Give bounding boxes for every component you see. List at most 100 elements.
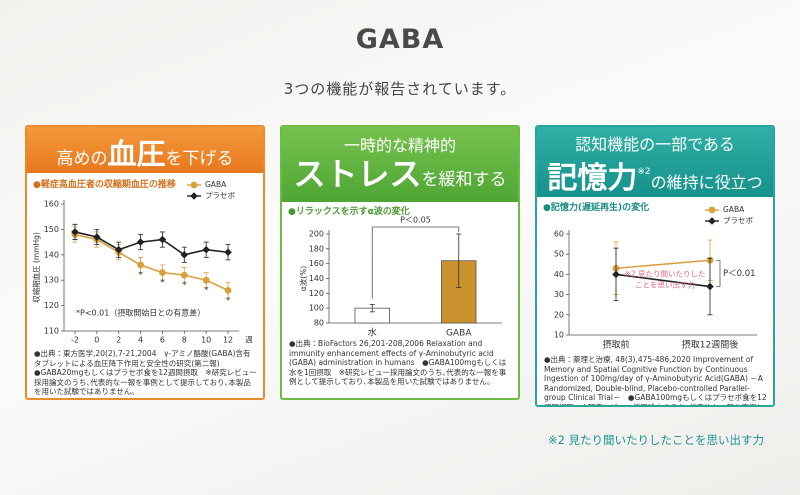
x-tick-label: 6 xyxy=(160,336,165,345)
x-tick-label: 4 xyxy=(138,336,143,345)
chart-note: *P<0.01（摂取開始日との有意差） xyxy=(76,308,205,318)
chart-note: ことを思い出す力 xyxy=(635,280,695,290)
page-title: GABA xyxy=(355,24,445,55)
legend-label: プラセボ xyxy=(723,216,753,225)
x-tick-label: 12 xyxy=(223,336,233,345)
heading-line: 高めの血圧を下げる xyxy=(27,127,263,173)
y-tick-label: 200 xyxy=(309,230,324,239)
x-tick-label: 10 xyxy=(201,336,211,345)
y-tick-label: 20 xyxy=(554,310,564,319)
significance-bracket xyxy=(371,226,460,299)
heading-text: 認知機能の一部である xyxy=(575,135,735,154)
y-tick-label: 40 xyxy=(554,270,564,279)
legend-label: プラセボ xyxy=(205,191,235,200)
point xyxy=(202,245,210,254)
y-tick-label: 120 xyxy=(44,301,59,310)
heading-emphasis: 記憶力 xyxy=(547,161,638,196)
point xyxy=(158,235,167,244)
x-tick-label: 8 xyxy=(182,336,187,345)
card: 認知機能の一部である 記憶力※2の維持に役立つ ●記憶力(遅延再生)の変化 10… xyxy=(535,125,775,407)
chart: 80 100 120 140 160 180 200 α波(%) 水 GABA P＜0.05 xyxy=(298,216,502,339)
y-tick-label: 180 xyxy=(309,244,324,253)
chart-subtitle: ●リラックスを示すα波の変化 xyxy=(288,207,410,217)
heading-text: 高めの xyxy=(56,149,108,169)
chart: 110 120 130 140 150 160 収縮期血圧 (mmHg) -2 0 2 4 6 8 10 1… xyxy=(31,180,253,345)
source: ●出典：薬理と治療, 48(3),475-486,2020 Improvemen… xyxy=(544,355,767,405)
page-subtitle: 3つの機能が報告されています。 xyxy=(283,80,517,98)
point xyxy=(612,270,620,279)
y-tick-label: 30 xyxy=(554,290,564,299)
y-tick-label: 10 xyxy=(554,331,564,340)
significance-label: * xyxy=(204,286,208,295)
heading-line: 記憶力※2の維持に役立つ xyxy=(537,155,773,200)
y-tick-label: 140 xyxy=(309,274,324,283)
y-tick-label: 160 xyxy=(309,259,324,268)
heading-line: 認知機能の一部である xyxy=(537,127,773,155)
significance-label: * xyxy=(182,281,186,290)
x-tick-label: GABA xyxy=(446,329,472,339)
point xyxy=(136,238,145,246)
y-tick-label: 80 xyxy=(314,319,324,328)
significance-label: * xyxy=(160,278,164,287)
significance-label: * xyxy=(139,270,143,279)
y-tick-label: 50 xyxy=(554,250,564,259)
y-tick-label: 100 xyxy=(309,304,324,313)
annotation: P＜0.01 xyxy=(723,269,756,279)
heading-text: の維持に役立つ xyxy=(650,173,763,192)
x-tick-label: 水 xyxy=(368,327,377,339)
y-tick-label: 130 xyxy=(44,276,59,285)
card-header: 一時的な精神的 ストレスを緩和する xyxy=(282,127,518,202)
x-axis-label: 週 xyxy=(245,334,253,344)
card-header: 高めの血圧を下げる xyxy=(27,127,263,173)
x-tick-label: 2 xyxy=(116,336,121,345)
source: ●出典：東方医学,20(2),7-21,2004 γ-アミノ酪酸(GABA)含有… xyxy=(34,349,257,397)
x-tick-label: 摂取前 xyxy=(602,339,629,351)
point xyxy=(137,261,144,269)
y-tick-label: 160 xyxy=(44,200,59,209)
chart-subtitle: ●記憶力(遅延再生)の変化 xyxy=(543,203,650,213)
point xyxy=(202,276,210,284)
point xyxy=(71,228,79,236)
y-tick-label: 150 xyxy=(44,225,59,234)
point xyxy=(706,282,714,291)
point xyxy=(180,271,188,279)
series-line xyxy=(615,273,711,288)
point xyxy=(224,248,232,257)
y-axis-label: α波(%) xyxy=(298,266,308,291)
point xyxy=(224,286,232,294)
heading-text: を下げる xyxy=(165,149,234,169)
heading-emphasis: 血圧 xyxy=(107,137,166,171)
significance-label: * xyxy=(226,296,230,305)
x-tick-label: 0 xyxy=(94,336,99,345)
chart-subtitle: ●軽症高血圧者の収縮期血圧の推移 xyxy=(33,180,176,190)
heading-text: を緩和する xyxy=(421,170,507,190)
legend-marker xyxy=(190,181,198,189)
heading-emphasis: ストレス xyxy=(293,155,422,193)
legend-label: GABA xyxy=(205,180,227,189)
chart-note: ※2 見たり聞いたりした xyxy=(625,270,706,279)
x-tick-label: 摂取12週間後 xyxy=(682,339,738,351)
card: 一時的な精神的 ストレスを緩和する ●リラックスを示すα波の変化 80 100 12… xyxy=(280,125,520,400)
chart: 10 20 30 40 50 60 摂取前 摂取12週間後 GABA プラセボ P＜0.01 ※2 見… xyxy=(554,205,757,351)
y-tick-label: 120 xyxy=(309,289,324,298)
heading-text: 一時的な精神的 xyxy=(343,136,456,155)
x-tick-label: -2 xyxy=(71,336,79,345)
heading-line: 一時的な精神的 xyxy=(282,127,518,156)
series-line xyxy=(74,231,229,256)
card-header: 認知機能の一部である 記憶力※2の維持に役立つ xyxy=(537,127,773,197)
legend-marker xyxy=(190,192,198,200)
y-tick-label: 140 xyxy=(44,250,59,259)
annotation: P＜0.05 xyxy=(400,216,431,225)
heading-line: ストレスを緩和する xyxy=(282,156,518,198)
series-line xyxy=(74,233,229,292)
series-line xyxy=(615,259,711,270)
y-tick-label: 60 xyxy=(554,230,564,239)
point xyxy=(159,269,166,276)
point xyxy=(114,245,123,254)
legend-marker xyxy=(708,206,716,214)
y-tick-label: 110 xyxy=(44,327,59,336)
source: ●出典：BioFactors 26,201-208,2006 Relaxatio… xyxy=(289,339,507,387)
heading-mark: ※2 xyxy=(637,167,651,177)
y-axis-label: 収縮期血圧 (mmHg) xyxy=(31,232,41,303)
